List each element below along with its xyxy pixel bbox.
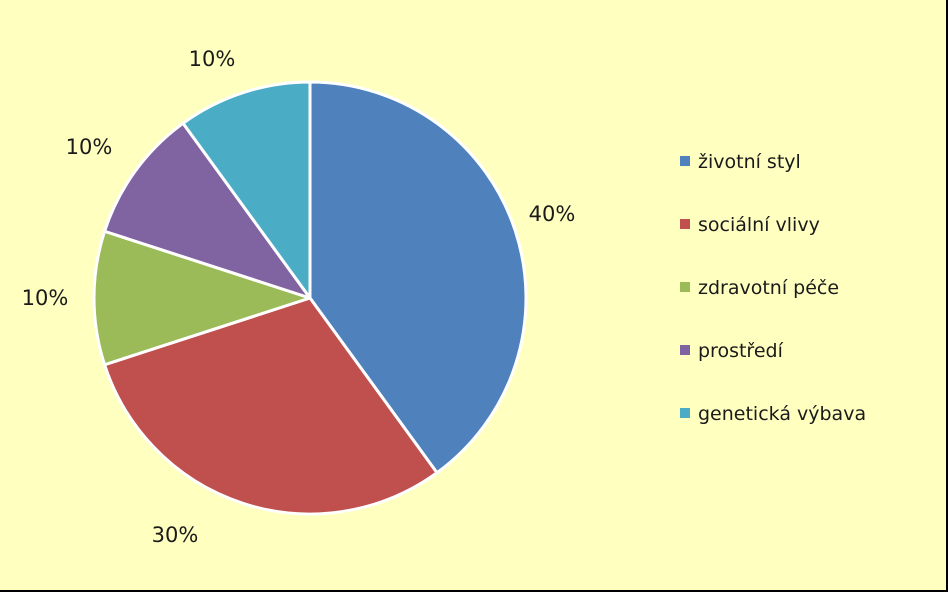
- legend-label-5: genetická výbava: [698, 403, 866, 425]
- legend-label-1: životní styl: [698, 151, 801, 173]
- data-label-3: 10%: [22, 286, 69, 310]
- pie-slice-1: [308, 80, 528, 475]
- pie-slice-2: [103, 296, 439, 516]
- legend-swatch-4: [680, 345, 690, 355]
- data-label-5: 10%: [189, 47, 236, 71]
- legend-swatch-1: [680, 156, 690, 166]
- data-label-4: 10%: [66, 135, 113, 159]
- legend-label-4: prostředí: [698, 340, 784, 362]
- legend-swatch-2: [680, 219, 690, 229]
- legend-swatch-5: [680, 408, 690, 418]
- data-label-2: 30%: [152, 523, 199, 547]
- legend-label-3: zdravotní péče: [698, 277, 839, 299]
- legend-label-2: sociální vlivy: [698, 214, 820, 236]
- legend: životní styl sociální vlivy zdravotní péče…: [680, 151, 866, 425]
- data-labels: 40% 30% 10% 10% 10%: [22, 47, 576, 547]
- pie-slice-4: [103, 121, 312, 300]
- legend-swatch-3: [680, 282, 690, 292]
- pie-slices: [92, 80, 528, 516]
- data-label-1: 40%: [529, 202, 576, 226]
- pie-slice-3: [92, 229, 312, 367]
- pie-slice-5: [181, 80, 312, 300]
